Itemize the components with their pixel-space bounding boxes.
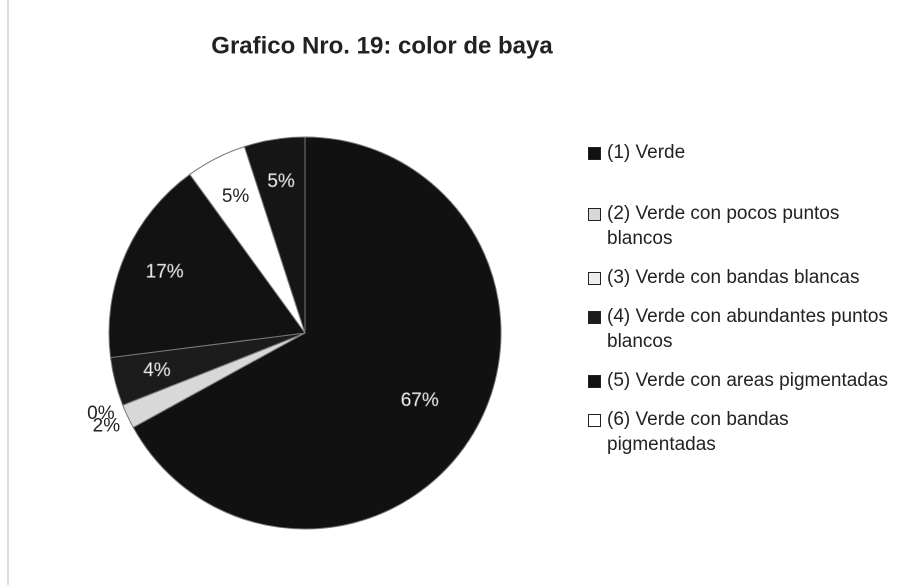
legend: (1) Verde (2) Verde con pocos puntos blan…	[588, 140, 898, 457]
legend-label: (5) Verde con areas pigmentadas	[607, 370, 888, 391]
pie-slice	[132, 136, 502, 530]
legend-swatch	[588, 414, 601, 427]
legend-swatch	[588, 375, 601, 388]
legend-swatch	[588, 208, 601, 221]
legend-item: (3) Verde con bandas blancas	[588, 265, 898, 290]
legend-label: (1) Verde	[607, 142, 686, 163]
pie-slice	[243, 136, 306, 334]
data-label: 17%	[146, 261, 184, 282]
pie-slice	[108, 173, 306, 359]
legend-label: (3) Verde con bandas blancas	[607, 267, 860, 288]
legend-item: (5) Verde con areas pigmentadas	[588, 368, 898, 393]
legend-item: (2) Verde con pocos puntos blancos	[588, 201, 898, 251]
legend-label: (4) Verde con abundantes puntos blancos	[607, 306, 888, 352]
data-label: 4%	[143, 360, 171, 381]
legend-label: (6) Verde con bandas pigmentadas	[607, 409, 789, 455]
legend-item: (1) Verde	[588, 140, 898, 165]
legend-item: (6) Verde con bandas pigmentadas	[588, 407, 898, 457]
data-label: 5%	[267, 171, 295, 192]
legend-item: (4) Verde con abundantes puntos blancos	[588, 304, 898, 354]
data-label: 0%	[87, 403, 115, 424]
legend-swatch	[588, 272, 601, 285]
data-label: 5%	[222, 186, 250, 207]
data-label: 67%	[401, 390, 439, 411]
legend-swatch	[588, 147, 601, 160]
data-label: 2%	[93, 415, 121, 436]
legend-swatch	[588, 311, 601, 324]
chart-title: Grafico Nro. 19: color de baya	[211, 32, 553, 59]
legend-label: (2) Verde con pocos puntos blancos	[607, 203, 840, 249]
